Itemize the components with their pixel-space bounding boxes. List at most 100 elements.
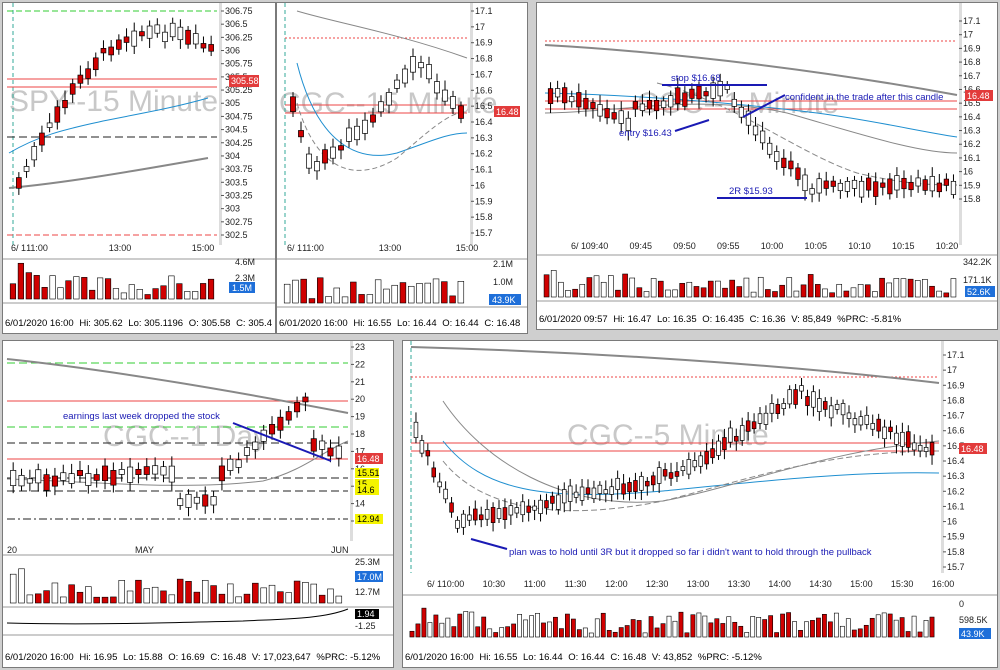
volume-bar: [786, 277, 793, 298]
price-axis-label: 15.7: [475, 228, 493, 238]
status-close: C: 16.48: [484, 318, 521, 329]
volume-bar: [441, 281, 448, 304]
candle: [787, 389, 792, 405]
date-marker[interactable]: 6/ 1: [427, 579, 442, 589]
candle: [547, 88, 554, 104]
chart-panel-cgc-15min[interactable]: CGC--15 Minute 17.11716.916.816.716.616.…: [276, 2, 528, 334]
price-axis-label: 15.7: [947, 562, 965, 572]
volume-bar: [424, 282, 431, 304]
chart-panel-cgc-1min[interactable]: CGC--1 Minute stop $16.68 confident in t…: [536, 2, 998, 330]
target-annotation: 2R $15.93: [729, 186, 773, 197]
candle: [123, 36, 130, 43]
candle: [490, 507, 496, 523]
candle: [816, 178, 822, 194]
candle: [609, 486, 614, 495]
date-marker[interactable]: 6/ 1: [11, 243, 26, 253]
price-chart[interactable]: SPY--15 Minute 306.75 306.5 306.25 306 305.7…: [3, 3, 275, 333]
candle: [43, 474, 50, 491]
date-marker[interactable]: 6/ 1: [287, 243, 302, 253]
candle: [763, 412, 769, 425]
price-chart[interactable]: CGC--1 Minute stop $16.68 confident in t…: [537, 3, 997, 329]
volume-bar: [923, 620, 929, 638]
volume-bar: [881, 612, 887, 638]
volume-bar: [800, 284, 807, 298]
status-high: Hi: 16.95: [79, 652, 118, 663]
time-axis-label: 10:00: [761, 241, 784, 251]
candle: [314, 161, 320, 172]
candle: [455, 519, 460, 529]
volume-bar: [409, 630, 415, 638]
price-chart[interactable]: CGC--1 Day earnings last week dropped th…: [3, 341, 393, 667]
volume-bar: [822, 613, 827, 638]
volume-bar: [457, 281, 465, 304]
volume-bar: [327, 588, 334, 604]
candle: [795, 167, 801, 180]
price-badge-label: 15.51: [357, 468, 380, 478]
volume-bar: [588, 632, 594, 638]
candle: [625, 117, 631, 131]
volume-bar: [33, 275, 40, 300]
price-axis-label: 16.7: [963, 71, 981, 81]
volume-bar: [308, 298, 316, 304]
price-axis-label: 15.8: [963, 194, 981, 204]
volume-bar: [135, 579, 142, 604]
price-badge: [355, 485, 379, 495]
volume-bar: [374, 279, 382, 304]
moving-average-gray: [6, 440, 349, 486]
volume-bar: [487, 628, 493, 638]
status-volume: V: 17,023,647: [251, 652, 311, 663]
candle: [23, 166, 30, 172]
price-chart[interactable]: CGC--5 Minute plan was to hold until 3R …: [403, 341, 997, 667]
candle: [92, 57, 99, 71]
volume-bar: [606, 630, 612, 638]
candle: [310, 438, 317, 452]
price-axis-label: 304.25: [225, 138, 253, 148]
candle: [26, 478, 33, 484]
candle: [805, 396, 810, 407]
candle: [846, 412, 852, 419]
candle: [413, 421, 419, 438]
volume-bar: [600, 281, 607, 298]
volume-bar: [421, 607, 427, 638]
volume-bar: [690, 614, 696, 638]
chart-panel-cgc-5min[interactable]: CGC--5 Minute plan was to hold until 3R …: [402, 340, 998, 668]
candle: [419, 440, 425, 454]
volume-bar: [750, 291, 757, 298]
volume-bar: [857, 284, 864, 298]
volume-bar: [391, 284, 398, 304]
candle: [402, 68, 408, 84]
volume-bar: [798, 629, 803, 638]
date-marker[interactable]: 6/ 1: [571, 241, 586, 251]
last-price-badge: [959, 443, 987, 454]
candle: [880, 182, 886, 188]
candle: [894, 175, 900, 191]
volume-bar: [622, 273, 628, 298]
price-axis-label: 303.75: [225, 164, 253, 174]
volume-bar: [144, 294, 151, 300]
volume-bar: [593, 275, 600, 298]
volume-bar: [136, 289, 143, 300]
candle: [950, 180, 957, 195]
volume-bar: [227, 583, 234, 604]
price-axis-label: 14: [355, 499, 365, 509]
volume-bar: [829, 292, 835, 298]
candle: [335, 445, 342, 459]
candle: [844, 181, 851, 192]
candle: [656, 467, 662, 484]
price-chart[interactable]: CGC--15 Minute 17.11716.916.816.716.616.…: [277, 3, 527, 333]
chart-panel-spy-15min[interactable]: SPY--15 Minute 306.75 306.5 306.25 306 305.7…: [2, 2, 276, 334]
time-axis-label: 15:00: [850, 579, 873, 589]
time-axis: 6/ 1 11:00 13:00 15:00: [287, 243, 478, 253]
candle: [675, 87, 681, 104]
volume-bar: [350, 281, 357, 304]
candle: [437, 481, 442, 488]
candle: [127, 466, 134, 483]
volume-bar: [869, 617, 875, 638]
candle: [434, 81, 440, 94]
date-marker[interactable]: 20: [7, 545, 17, 555]
chart-panel-cgc-daily[interactable]: CGC--1 Day earnings last week dropped th…: [2, 340, 394, 668]
price-axis-label: 17.1: [947, 350, 965, 360]
candle: [10, 470, 17, 486]
status-low: Lo: 16.44: [523, 652, 563, 663]
time-axis-label: 14:00: [768, 579, 791, 589]
